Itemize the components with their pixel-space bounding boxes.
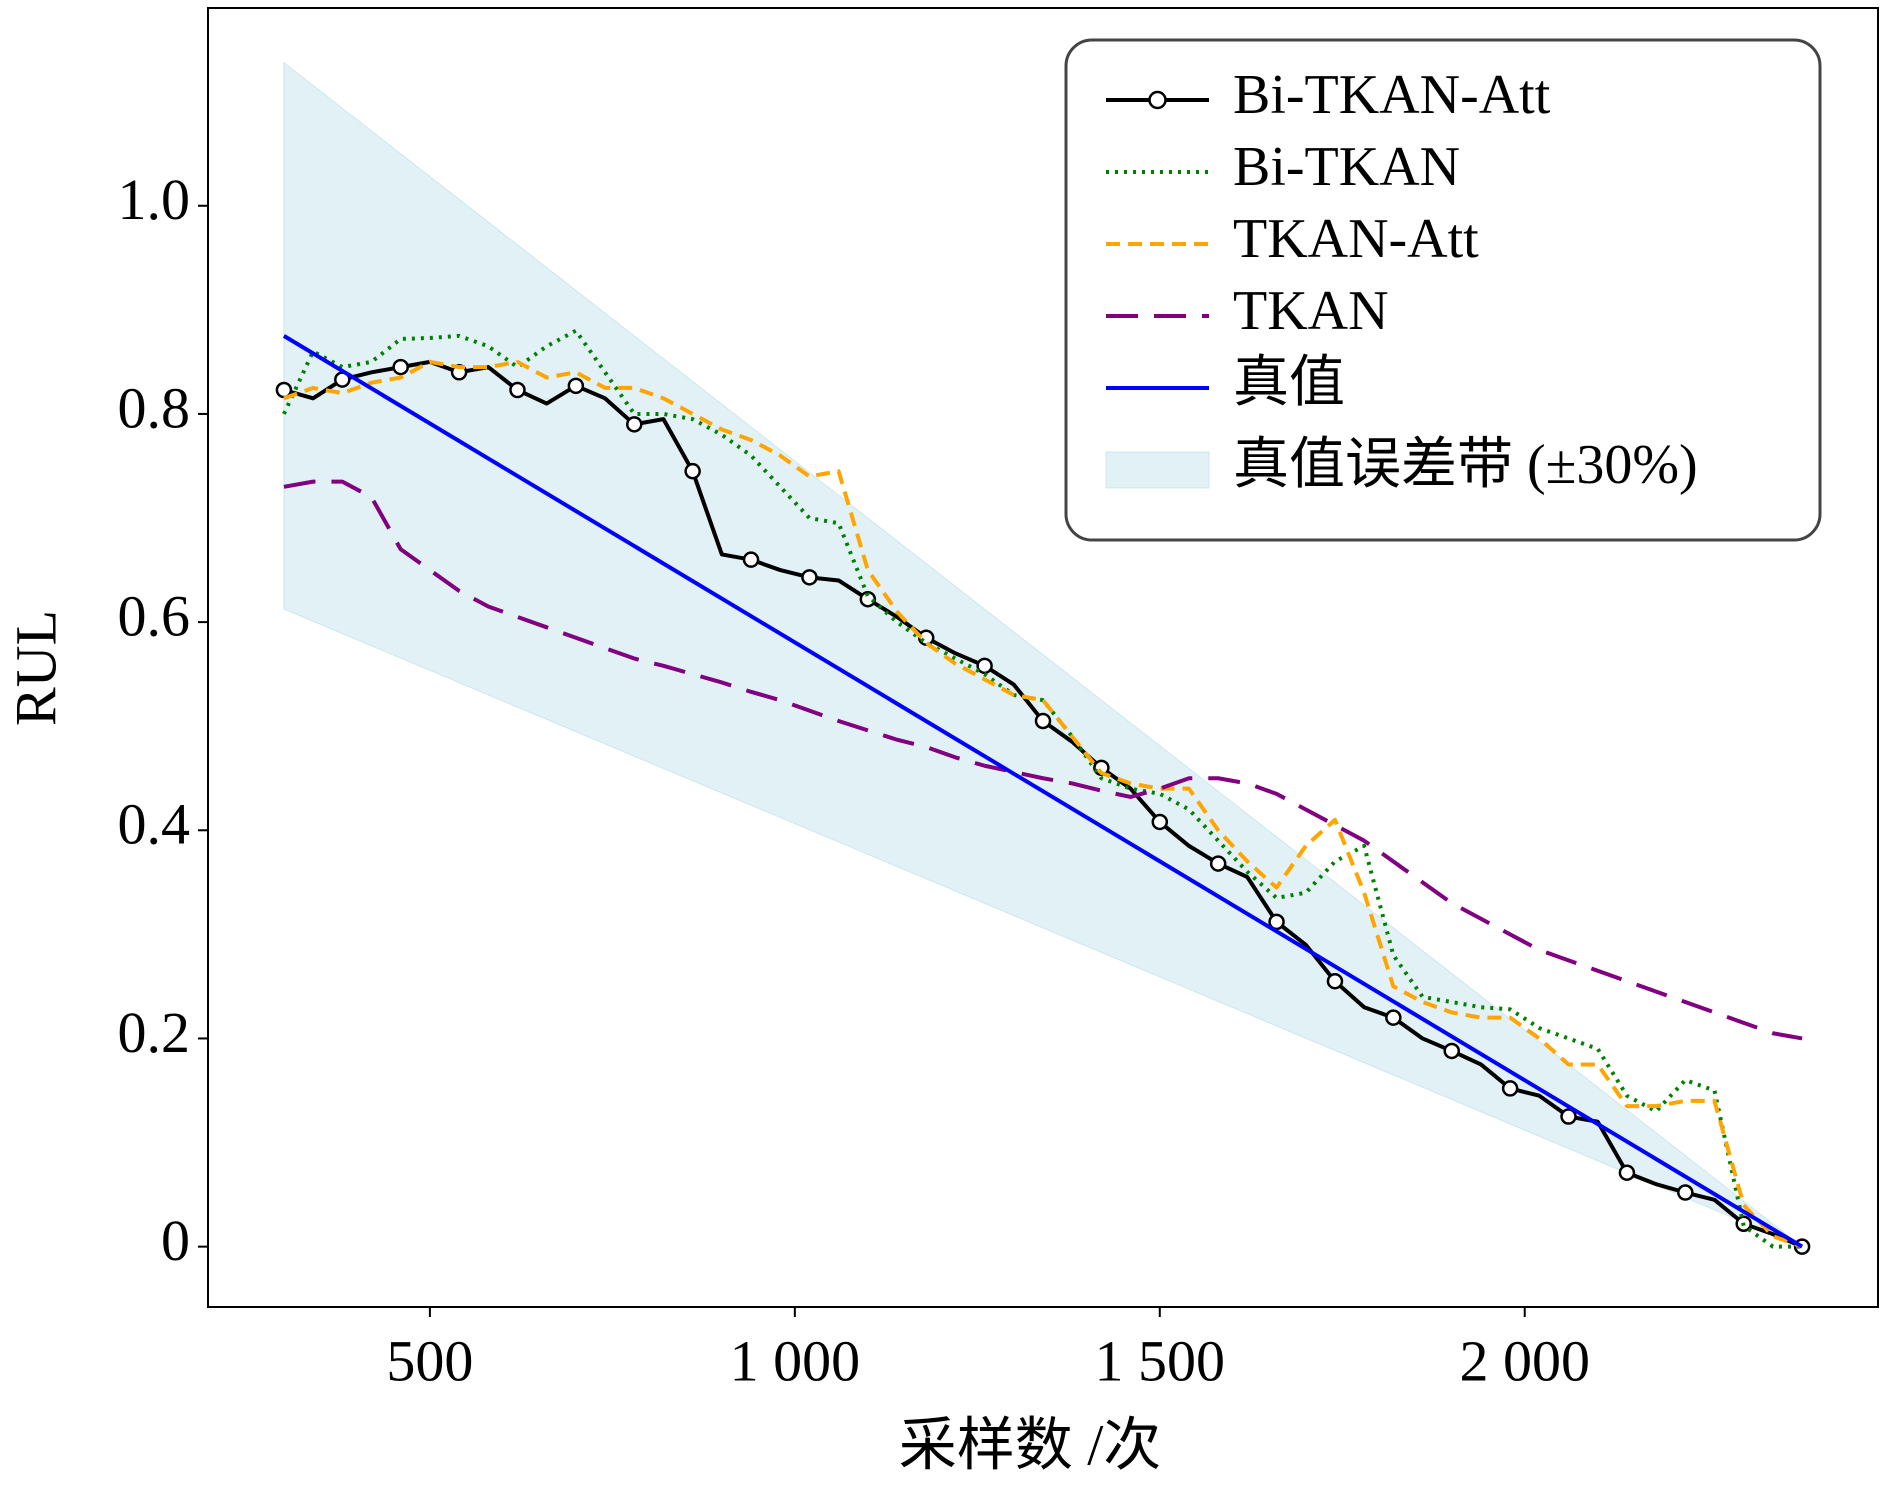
point-marker: [742, 551, 760, 568]
point-marker: [1618, 1164, 1636, 1181]
point-marker: [509, 381, 526, 399]
point-marker: [1326, 972, 1344, 990]
legend-label: Bi-TKAN: [1233, 136, 1460, 198]
y-tick-label: 0.6: [118, 583, 191, 648]
point-marker: [801, 569, 818, 586]
series-line: [282, 334, 1804, 1249]
series-line: [283, 359, 1803, 1249]
point-marker: [1209, 855, 1227, 872]
legend-label: TKAN: [1233, 280, 1389, 342]
legend-band-patch: [1105, 451, 1210, 489]
point-marker: [1151, 813, 1169, 831]
point-marker: [1501, 1080, 1519, 1097]
point-marker: [1443, 1042, 1460, 1060]
point-marker: [859, 590, 877, 608]
point-marker: [1034, 712, 1052, 730]
point-marker: [684, 462, 701, 480]
y-tick-label: 0.4: [118, 792, 191, 857]
x-axis-label: 采样数 /次: [899, 1412, 1162, 1477]
y-axis-label: RUL: [3, 610, 68, 726]
point-marker: [1268, 913, 1285, 931]
x-tick-label: 1 000: [730, 1328, 861, 1393]
y-tick-label: 0.8: [118, 375, 191, 440]
x-tick-label: 1 500: [1095, 1328, 1226, 1393]
series-line: [283, 479, 1803, 1041]
y-tick-label: 1.0: [118, 167, 191, 232]
point-marker: [976, 657, 993, 675]
series-line: [282, 328, 1803, 1249]
legend-box: [1064, 38, 1822, 542]
x-tick-label: 500: [386, 1328, 473, 1393]
legend-label: 真值: [1233, 352, 1345, 414]
legend-marker: [1148, 90, 1167, 110]
point-marker: [917, 629, 935, 646]
point-marker: [392, 358, 409, 376]
y-tick-label: 0.2: [118, 1000, 191, 1065]
point-marker: [1677, 1184, 1694, 1201]
point-marker: [1560, 1108, 1577, 1125]
y-tick-label: 0: [161, 1208, 190, 1273]
x-tick-label: 2 000: [1459, 1328, 1590, 1393]
legend-label: TKAN-Att: [1233, 208, 1479, 270]
point-marker: [1385, 1009, 1402, 1026]
legend-label: 真值误差带 (±30%): [1233, 434, 1698, 496]
plot-frame: [207, 7, 1879, 1308]
legend-label: Bi-TKAN-Att: [1233, 64, 1551, 126]
point-marker: [567, 377, 585, 395]
point-marker: [626, 416, 643, 433]
